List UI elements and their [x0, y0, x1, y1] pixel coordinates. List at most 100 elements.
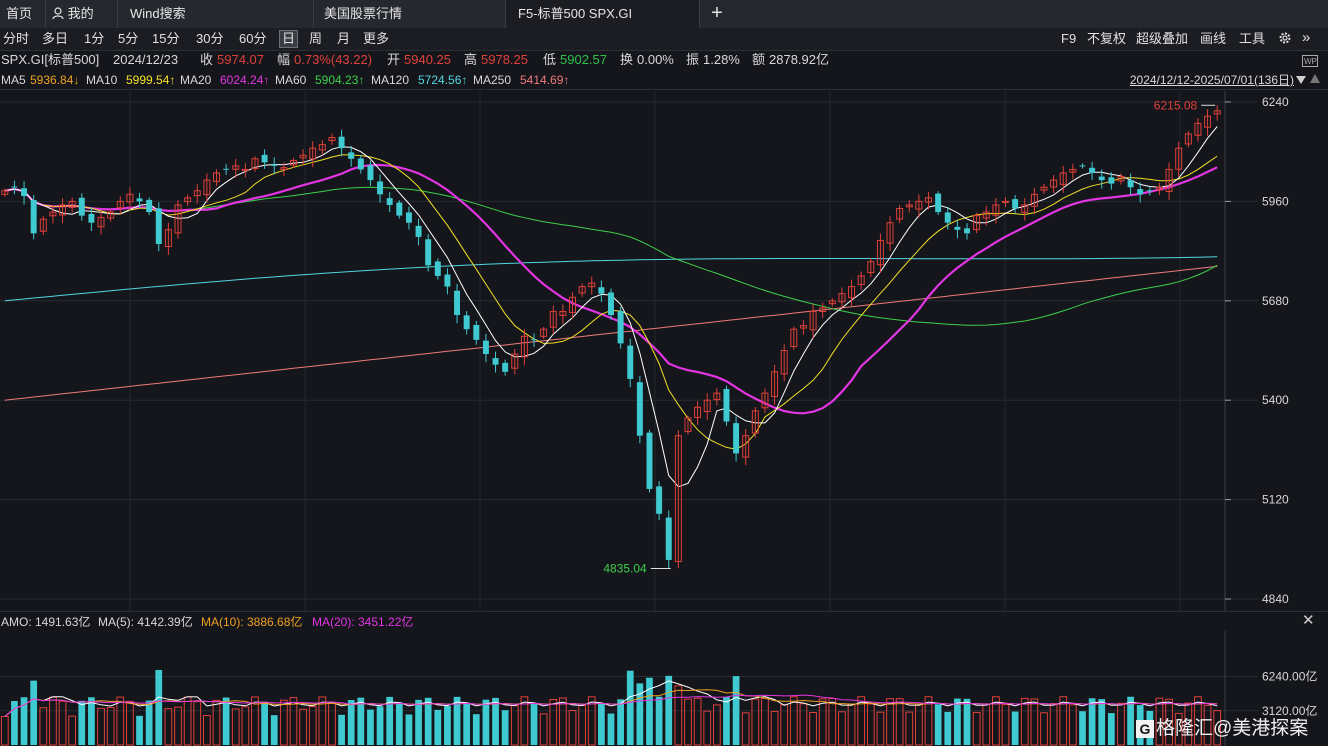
volume-bar	[915, 703, 923, 746]
period-60min[interactable]: 60分	[239, 31, 267, 46]
period-month[interactable]: 月	[337, 31, 351, 46]
candle	[761, 392, 769, 409]
volume-bar	[463, 702, 471, 745]
high-value: 5978.25	[481, 52, 528, 67]
draw-line-button[interactable]: 画线	[1200, 31, 1227, 46]
volume-bar	[453, 696, 461, 745]
candle	[97, 216, 105, 228]
volume-bar	[905, 711, 914, 746]
period-1min[interactable]: 1分	[84, 31, 105, 46]
candle	[790, 328, 798, 348]
volume-bar	[741, 712, 750, 746]
export-icon[interactable]: WP	[1302, 53, 1318, 73]
period-week[interactable]: 周	[309, 31, 323, 46]
candle	[809, 310, 817, 331]
candle	[751, 410, 759, 434]
volume-bar	[367, 709, 374, 745]
period-30min[interactable]: 30分	[196, 31, 224, 46]
volume-bar	[97, 707, 105, 746]
candle	[1117, 176, 1125, 182]
volume-bar	[376, 706, 384, 745]
candle	[1184, 133, 1192, 145]
volume-bar	[510, 705, 519, 746]
volume-bar	[578, 704, 587, 746]
tab-us-stocks[interactable]: 美国股票行情	[314, 0, 506, 28]
candle	[78, 197, 85, 216]
volume-bar	[106, 706, 115, 746]
candle	[1165, 168, 1173, 192]
volume-bar	[934, 704, 942, 745]
candle	[627, 345, 634, 379]
triangle-icon	[1310, 74, 1320, 83]
close-icon[interactable]: ✕	[1302, 612, 1315, 629]
volume-bar	[193, 701, 202, 746]
candle	[184, 197, 192, 203]
ma60-value: 5904.23↑	[315, 73, 365, 87]
volume-bar	[183, 696, 192, 746]
period-15min[interactable]: 15分	[152, 31, 180, 46]
price-chart[interactable]: 6240 5960 5680 5400 5120 4840 6215.08 4835.04	[0, 91, 1328, 611]
volume-bar	[568, 710, 577, 746]
candle	[520, 335, 528, 358]
date-range-label[interactable]: 2024/12/12-2025/07/01(136日)	[1129, 73, 1294, 87]
volume-bar	[472, 714, 480, 745]
candle	[646, 432, 653, 489]
volume-bar	[954, 698, 961, 745]
price-axis-label: 4840	[1262, 592, 1289, 606]
volume-bar	[598, 703, 605, 745]
volume-bar	[155, 669, 163, 745]
price-axis-label: 5120	[1262, 493, 1289, 507]
min-price-label: 4835.04	[603, 561, 647, 575]
volume-bar	[789, 696, 798, 746]
ma250-label: MA250	[473, 73, 512, 87]
volume-bar	[655, 696, 663, 745]
tab-bar: 首页 我的 Wind搜索 美国股票行情 F5-标普500 SPX.GI +	[0, 0, 1328, 29]
candle	[454, 290, 461, 315]
candle	[377, 181, 384, 195]
volume-bar	[1155, 697, 1164, 746]
candle	[280, 167, 288, 170]
volume-bar	[434, 709, 442, 745]
ma60-line	[4, 186, 1218, 326]
tab-home[interactable]: 首页	[0, 0, 46, 28]
period-more[interactable]: 更多	[363, 31, 390, 46]
candle	[973, 215, 981, 231]
candle	[617, 311, 624, 344]
volume-chart[interactable]: 6240.00亿 3120.00亿	[0, 631, 1328, 746]
period-5min[interactable]: 5分	[118, 31, 139, 46]
candle	[838, 293, 846, 303]
tab-wind-search[interactable]: Wind搜索	[118, 0, 314, 28]
ma10-value: 5999.54↑	[126, 73, 176, 87]
overlay-button[interactable]: 超级叠加	[1136, 31, 1189, 46]
period-multiday[interactable]: 多日	[42, 31, 69, 46]
high-label: 高	[464, 52, 478, 67]
expand-icon[interactable]: »	[1302, 29, 1311, 46]
candle	[1137, 189, 1144, 195]
tab-spx[interactable]: F5-标普500 SPX.GI	[506, 0, 700, 28]
volume-bar	[289, 697, 298, 746]
candle	[925, 197, 933, 203]
max-price-label: 6215.08	[1154, 98, 1198, 112]
candle	[733, 423, 740, 454]
tab-mine[interactable]: 我的	[46, 0, 118, 28]
candle	[608, 292, 614, 315]
gear-icon[interactable]	[1278, 31, 1292, 49]
amount-value: 2878.92亿	[769, 52, 829, 67]
volume-bar	[587, 696, 596, 746]
period-toolbar: 分时 多日 1分 5分 15分 30分 60分 日 周 月 更多 F9 不复权 …	[0, 28, 1328, 51]
candle	[193, 190, 201, 197]
f9-button[interactable]: F9	[1061, 31, 1077, 46]
period-intraday[interactable]: 分时	[3, 31, 30, 46]
tools-button[interactable]: 工具	[1239, 31, 1266, 46]
candle	[338, 136, 345, 149]
range-dropdown-icon[interactable]	[1296, 76, 1306, 84]
period-day[interactable]: 日	[279, 30, 299, 48]
new-tab-button[interactable]: +	[711, 2, 723, 24]
candle	[935, 193, 942, 213]
candle	[1030, 193, 1038, 207]
volume-bar	[857, 696, 866, 746]
candle	[261, 154, 268, 163]
candle	[896, 208, 904, 220]
adjust-button[interactable]: 不复权	[1087, 31, 1127, 46]
ma120-line	[4, 256, 1218, 302]
